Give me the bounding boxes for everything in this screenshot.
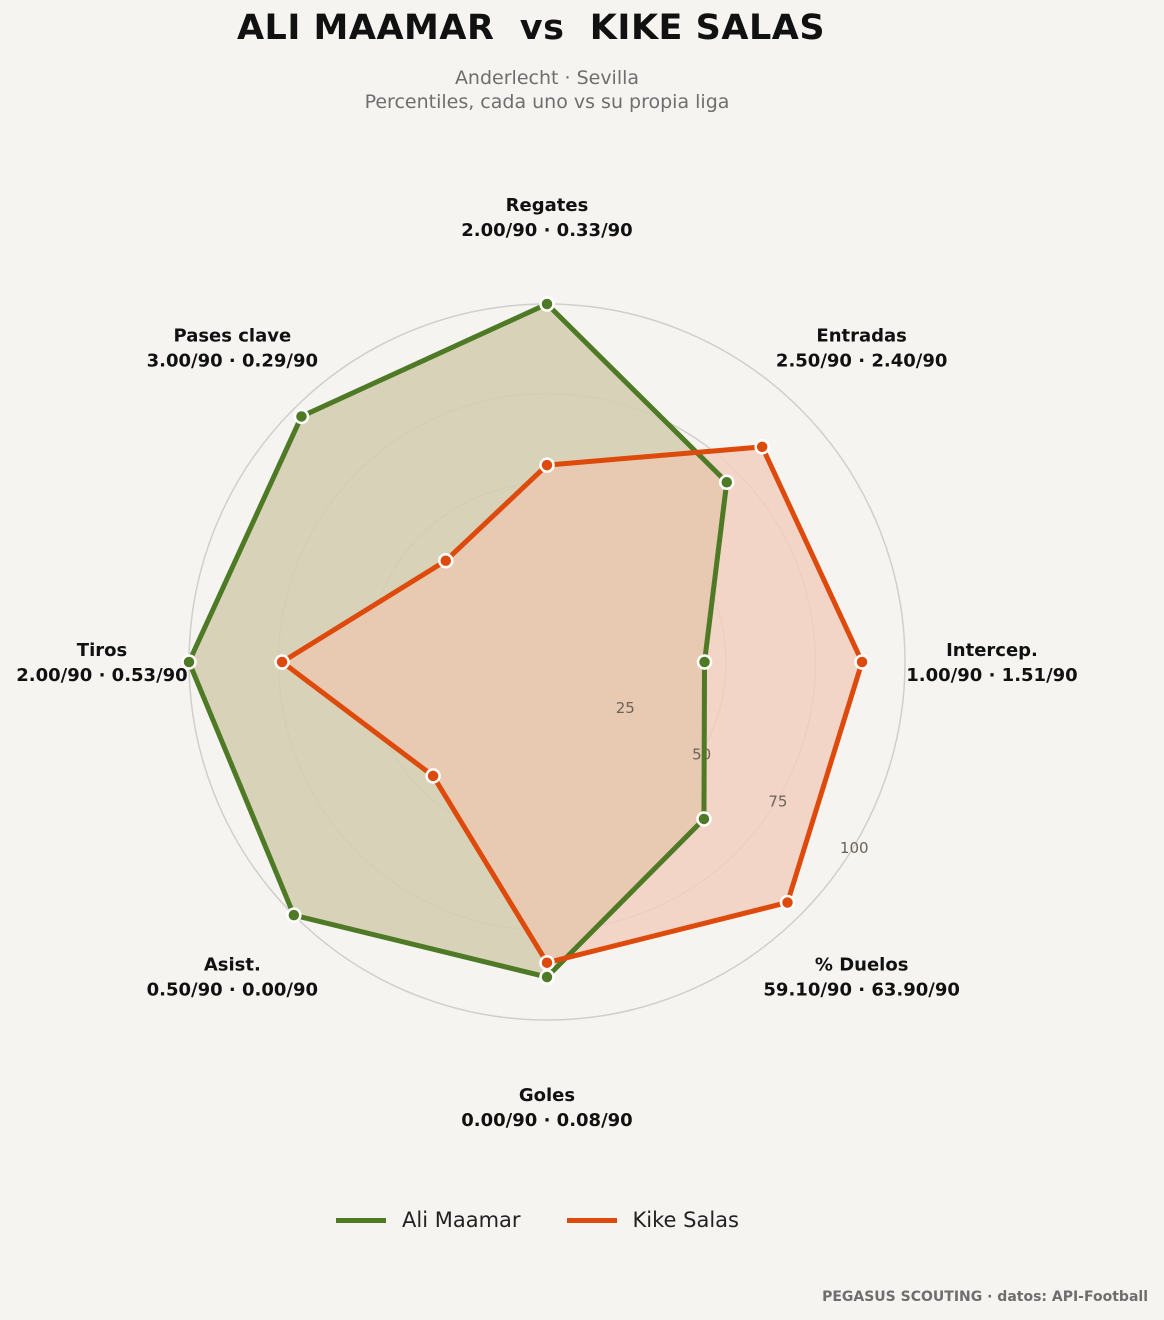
axis-stats-2: 2.50/90 · 2.40/90 — [776, 350, 947, 371]
data-point-series-2-5 — [539, 954, 555, 971]
subtitle-teams: Anderlecht · Sevilla — [454, 67, 640, 89]
axis-label-1: Regates — [506, 195, 589, 216]
data-point-series-2-3 — [854, 654, 870, 670]
legend: Ali Maamar Kike Salas — [336, 1208, 785, 1232]
data-point-series-1-5 — [539, 969, 555, 985]
footer-credit: PEGASUS SCOUTING · datos: API-Football — [822, 1289, 1148, 1305]
axis-label-2: Entradas — [816, 325, 906, 346]
axis-label-3: Intercep. — [946, 640, 1038, 661]
data-point-series-1-2 — [718, 474, 735, 491]
legend-swatch-series-1 — [336, 1217, 386, 1223]
data-point-series-2-1 — [539, 457, 555, 473]
data-point-series-1-8 — [293, 408, 310, 425]
radar-chart: 25 50 75 100 Regates 2.00/90 · 0.33/90 Entrada… — [16, 195, 1077, 1131]
data-point-series-2-2 — [754, 439, 770, 455]
axis-label-6: Asist. — [204, 955, 261, 976]
data-point-series-2-7 — [274, 654, 290, 670]
axis-label-7: Tiros — [77, 640, 127, 661]
chart-subtitle: Anderlecht · Sevilla Percentiles, cada u… — [0, 66, 1094, 114]
axis-stats-5: 0.00/90 · 0.08/90 — [461, 1110, 632, 1131]
data-point-series-2-6 — [425, 768, 441, 784]
data-point-series-1-7 — [181, 654, 197, 670]
ring-tick-label-75: 75 — [768, 792, 787, 810]
legend-swatch-series-2 — [566, 1217, 617, 1223]
data-point-series-1-4 — [696, 811, 712, 827]
axis-label-5: Goles — [519, 1085, 575, 1106]
data-point-series-2-4 — [779, 894, 796, 911]
axis-label-4: % Duelos — [815, 955, 909, 976]
subtitle-description: Percentiles, cada uno vs su propia liga — [364, 91, 730, 113]
chart-title: ALI MAAMAR vs KIKE SALAS — [236, 8, 826, 48]
axis-stats-6: 0.50/90 · 0.00/90 — [147, 980, 318, 1001]
axis-stats-3: 1.00/90 · 1.51/90 — [906, 665, 1077, 686]
ring-tick-label-25: 25 — [616, 699, 635, 717]
ring-tick-label-100: 100 — [840, 839, 869, 857]
axis-stats-4: 59.10/90 · 63.90/90 — [763, 980, 960, 1001]
legend-item-series-2: Kike Salas — [566, 1208, 739, 1232]
data-point-series-1-3 — [696, 654, 713, 670]
series-overlap-tint — [189, 304, 727, 978]
axis-label-8: Pases clave — [173, 325, 291, 346]
data-point-series-1-1 — [539, 296, 555, 312]
axis-stats-1: 2.00/90 · 0.33/90 — [461, 220, 632, 241]
axis-stats-8: 3.00/90 · 0.29/90 — [147, 350, 318, 371]
legend-label-series-1: Ali Maamar — [402, 1208, 521, 1232]
data-point-series-1-6 — [286, 907, 302, 923]
axis-stats-7: 2.00/90 · 0.53/90 — [16, 665, 187, 686]
ring-tick-label-50: 50 — [692, 746, 711, 764]
legend-item-series-1: Ali Maamar — [336, 1208, 521, 1232]
legend-label-series-2: Kike Salas — [632, 1208, 739, 1232]
data-point-series-2-8 — [437, 552, 454, 569]
